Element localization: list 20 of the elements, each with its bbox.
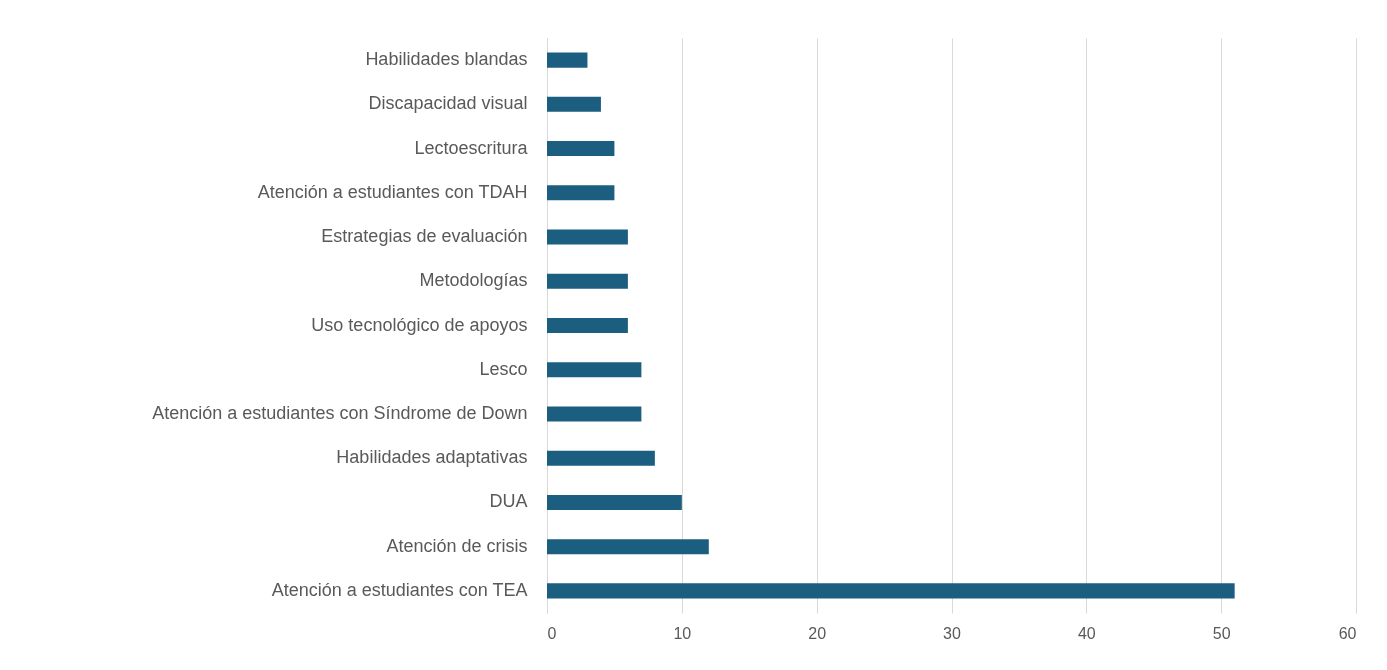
x-tick-label: 10 <box>673 624 692 642</box>
y-tick-label: Estrategias de evaluación <box>321 226 528 247</box>
x-tick-label: 40 <box>1077 624 1096 642</box>
x-tick-label: 60 <box>1338 624 1357 642</box>
y-tick-label: Atención a estudiantes con TEA <box>271 579 528 600</box>
x-tick-label: 50 <box>1212 624 1231 642</box>
y-tick-label: Atención de crisis <box>386 535 528 556</box>
y-tick-label: Habilidades adaptativas <box>336 447 528 468</box>
y-tick-label: Habilidades blandas <box>365 49 528 70</box>
x-tick-label: 20 <box>808 624 827 642</box>
y-tick-label: Metodologías <box>419 270 528 291</box>
y-tick-label: Lesco <box>479 358 528 379</box>
y-tick-label: Atención a estudiantes con Síndrome de Down <box>152 402 528 423</box>
x-tick-label: 30 <box>943 624 961 642</box>
y-tick-label: Atención a estudiantes con TDAH <box>257 181 528 202</box>
x-tick-label: 0 <box>547 624 557 642</box>
y-tick-label: Lectoescritura <box>414 137 529 158</box>
y-tick-label: Discapacidad visual <box>368 93 528 114</box>
y-tick-label: Uso tecnológico de apoyos <box>311 314 528 335</box>
y-tick-label: DUA <box>489 491 528 512</box>
